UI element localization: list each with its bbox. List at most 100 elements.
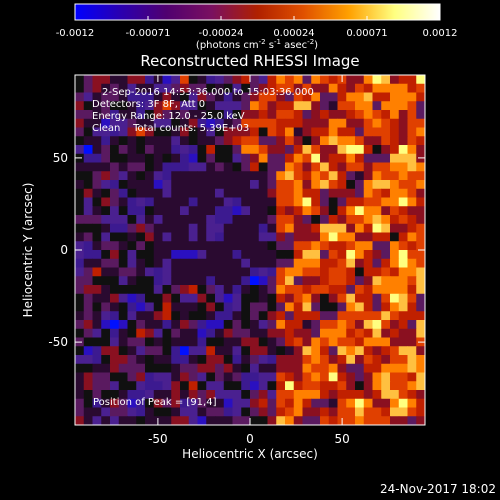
heatmap-pixel	[328, 258, 338, 268]
heatmap-pixel	[407, 416, 417, 426]
heatmap-pixel	[232, 372, 242, 382]
heatmap-pixel	[328, 110, 338, 120]
heatmap-pixel	[311, 320, 321, 330]
heatmap-pixel	[416, 136, 426, 146]
heatmap-pixel	[92, 390, 102, 400]
heatmap-pixel	[206, 276, 216, 286]
heatmap-pixel	[355, 293, 365, 303]
heatmap-pixel	[75, 136, 85, 146]
heatmap-pixel	[83, 162, 93, 172]
heatmap-pixel	[101, 188, 111, 198]
heatmap-pixel	[407, 250, 417, 260]
heatmap-pixel	[328, 346, 338, 356]
clean-total-counts: Clean Total counts: 5.39E+03	[92, 123, 250, 134]
heatmap-pixel	[337, 328, 347, 338]
heatmap-pixel	[390, 320, 400, 330]
heatmap-pixel	[311, 328, 321, 338]
heatmap-pixel	[136, 162, 146, 172]
heatmap-pixel	[145, 390, 155, 400]
heatmap-pixel	[407, 145, 417, 155]
heatmap-pixel	[197, 188, 207, 198]
heatmap-pixel	[241, 101, 251, 111]
heatmap-pixel	[293, 215, 303, 225]
heatmap-pixel	[407, 302, 417, 312]
heatmap-pixel	[171, 285, 181, 295]
heatmap-pixel	[110, 416, 120, 426]
heatmap-pixel	[328, 180, 338, 190]
heatmap-pixel	[320, 153, 330, 163]
heatmap-pixel	[311, 276, 321, 286]
heatmap-pixel	[285, 83, 295, 93]
heatmap-pixel	[267, 162, 277, 172]
heatmap-pixel	[258, 302, 268, 312]
heatmap-pixel	[162, 206, 172, 216]
heatmap-pixel	[398, 346, 408, 356]
heatmap-pixel	[75, 302, 85, 312]
heatmap-pixel	[276, 346, 286, 356]
heatmap-pixel	[215, 153, 225, 163]
heatmap-pixel	[276, 153, 286, 163]
heatmap-pixel	[416, 127, 426, 137]
heatmap-pixel	[232, 92, 242, 102]
heatmap-pixel	[285, 101, 295, 111]
heatmap-pixel	[215, 110, 225, 120]
heatmap-pixel	[250, 293, 260, 303]
heatmap-pixel	[372, 381, 382, 391]
heatmap-pixel	[250, 136, 260, 146]
heatmap-pixel	[145, 197, 155, 207]
heatmap-pixel	[267, 293, 277, 303]
heatmap-pixel	[180, 206, 190, 216]
heatmap-pixel	[258, 127, 268, 137]
heatmap-pixel	[232, 320, 242, 330]
heatmap-pixel	[328, 416, 338, 426]
heatmap-pixel	[390, 328, 400, 338]
heatmap-pixel	[363, 188, 373, 198]
heatmap-pixel	[92, 407, 102, 417]
heatmap-pixel	[276, 162, 286, 172]
heatmap-pixel	[145, 232, 155, 242]
heatmap-pixel	[136, 83, 146, 93]
heatmap-pixel	[416, 250, 426, 260]
heatmap-pixel	[267, 355, 277, 365]
heatmap-pixel	[145, 127, 155, 137]
heatmap-pixel	[302, 110, 312, 120]
heatmap-pixel	[197, 171, 207, 181]
energy-range: Energy Range: 12.0 - 25.0 keV	[92, 111, 245, 122]
heatmap-pixel	[171, 75, 181, 85]
heatmap-pixel	[101, 381, 111, 391]
heatmap-pixel	[407, 276, 417, 286]
x-tick-labels: -50 0 50	[148, 432, 350, 446]
heatmap-pixel	[118, 136, 128, 146]
heatmap-pixel	[153, 293, 163, 303]
heatmap-pixel	[363, 92, 373, 102]
heatmap-pixel	[127, 241, 137, 251]
heatmap-pixel	[258, 390, 268, 400]
heatmap-pixel	[311, 153, 321, 163]
heatmap-pixel	[171, 311, 181, 321]
heatmap-pixel	[355, 188, 365, 198]
heatmap-pixel	[320, 407, 330, 417]
heatmap-pixel	[241, 381, 251, 391]
heatmap-pixel	[381, 285, 391, 295]
heatmap-pixel	[293, 258, 303, 268]
heatmap-pixel	[293, 398, 303, 408]
heatmap-pixel	[75, 197, 85, 207]
heatmap-pixel	[302, 232, 312, 242]
heatmap-pixel	[293, 311, 303, 321]
heatmap-pixel	[188, 127, 198, 137]
heatmap-pixel	[381, 83, 391, 93]
heatmap-pixel	[145, 145, 155, 155]
heatmap-pixel	[311, 302, 321, 312]
heatmap-pixel	[293, 407, 303, 417]
heatmap-pixel	[153, 92, 163, 102]
heatmap-pixel	[241, 328, 251, 338]
heatmap-pixel	[346, 215, 356, 225]
heatmap-pixel	[416, 188, 426, 198]
heatmap-pixel	[407, 328, 417, 338]
heatmap-pixel	[337, 136, 347, 146]
heatmap-pixel	[381, 188, 391, 198]
heatmap-pixel	[416, 285, 426, 295]
heatmap-pixel	[92, 320, 102, 330]
heatmap-pixel	[127, 223, 137, 233]
heatmap-pixel	[398, 407, 408, 417]
